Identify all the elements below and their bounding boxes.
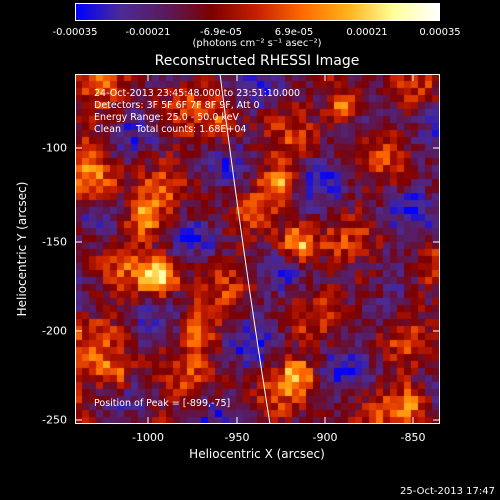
limb-overlay — [219, 74, 271, 424]
x-axis-label: Heliocentric X (arcsec) — [189, 447, 325, 461]
y-tick-label: -200 — [42, 324, 67, 338]
x-tick-label: -1000 — [132, 431, 164, 444]
info-detectors: Detectors: 3F 5F 6F 7F 8F 9F, Att 0 — [94, 100, 260, 111]
heatmap-canvas — [75, 74, 440, 424]
rhessi-image — [75, 74, 440, 424]
peak-position: Position of Peak = [-899,-75] — [94, 398, 231, 409]
info-energy-range: Energy Range: 25.0 - 50.0 keV — [94, 112, 239, 123]
solar-limb-line — [219, 74, 271, 424]
colorbar — [75, 3, 440, 21]
info-clean-counts: Clean Total counts: 1.68E+04 — [94, 124, 247, 135]
y-tick-label: -150 — [42, 235, 67, 249]
colorbar-tick: 0.00021 — [346, 27, 388, 38]
colorbar-tick: -0.00021 — [125, 27, 171, 38]
timestamp: 25-Oct-2013 17:47 — [400, 486, 495, 497]
x-tick-label: -900 — [312, 431, 338, 444]
x-tick-label: -950 — [224, 431, 250, 444]
colorbar-tick: 6.9e-05 — [274, 27, 314, 38]
info-time-range: 24-Oct-2013 23:45:48.000 to 23:51:10.000 — [94, 88, 301, 99]
x-tick-label: -850 — [400, 431, 426, 444]
colorbar-tick: -0.00035 — [52, 27, 98, 38]
colorbar-tick: -6.9e-05 — [200, 27, 242, 38]
y-axis-label: Heliocentric Y (arcsec) — [15, 181, 29, 317]
y-tick-label: -100 — [42, 141, 67, 155]
page-title: Reconstructed RHESSI Image — [154, 53, 360, 69]
colorbar-units: (photons cm⁻² s⁻¹ asec⁻²) — [192, 38, 322, 49]
y-tick-label: -250 — [42, 413, 67, 427]
colorbar-tick: 0.00035 — [419, 27, 461, 38]
